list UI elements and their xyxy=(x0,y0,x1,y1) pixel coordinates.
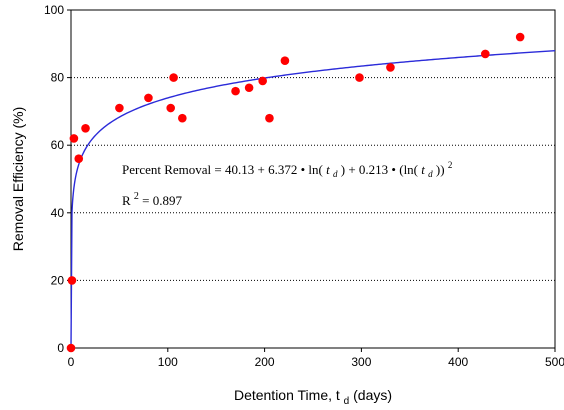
data-point xyxy=(166,103,176,113)
data-points xyxy=(66,32,525,353)
x-tick-label: 500 xyxy=(545,355,564,369)
data-point xyxy=(244,83,254,93)
r-squared-sup: 2 xyxy=(134,191,139,202)
data-point xyxy=(67,276,77,285)
equation-annotation: Percent Removal = 40.13 + 6.372 • ln( t … xyxy=(122,160,452,180)
x-tick-label: 0 xyxy=(68,355,75,369)
data-point xyxy=(169,73,178,82)
data-point xyxy=(265,113,274,123)
equation-close-2: )) xyxy=(436,162,445,177)
equation-prefix: Percent Removal = 40.13 + 6.372 xyxy=(122,162,297,177)
r-squared-annotation: R 2 = 0.897 xyxy=(122,187,183,208)
x-axis-ticks: 0 100 200 300 400 500 xyxy=(68,348,564,369)
y-tick-label: 60 xyxy=(51,138,65,152)
x-axis-label-unit: (days) xyxy=(353,387,392,403)
y-tick-label: 20 xyxy=(51,273,65,287)
y-tick-label: 80 xyxy=(51,71,65,85)
data-point xyxy=(231,86,240,96)
data-point xyxy=(178,113,187,123)
fit-curve xyxy=(70,50,556,349)
x-tick-label: 100 xyxy=(158,355,178,369)
data-point xyxy=(258,76,267,86)
equation-d-2: d xyxy=(428,169,433,179)
data-point xyxy=(515,32,525,42)
plot-area-frame xyxy=(70,9,556,349)
equation-bullet-1: • xyxy=(301,162,306,177)
data-point xyxy=(69,134,79,143)
x-tick-label: 400 xyxy=(448,355,468,369)
equation-d-1: d xyxy=(333,169,338,179)
data-point xyxy=(74,154,84,164)
equation-paren-ln: (ln( xyxy=(399,162,418,177)
equation-plus-term: + 0.213 xyxy=(348,162,388,177)
equation-ln-1: ln( xyxy=(308,162,322,177)
x-axis-label-main: Detention Time, t xyxy=(234,387,340,403)
equation-square: 2 xyxy=(448,160,453,170)
y-tick-label: 0 xyxy=(57,341,64,355)
equation-t-1: t xyxy=(326,162,330,177)
y-axis-label: Removal Efficiency (%) xyxy=(10,107,26,251)
data-point xyxy=(280,56,290,65)
equation-close-1: ) xyxy=(341,162,345,177)
data-point xyxy=(355,73,364,82)
x-axis-label: Detention Time, t d (days) xyxy=(234,387,392,407)
equation-bullet-2: • xyxy=(391,162,396,177)
data-point xyxy=(115,103,124,113)
x-tick-label: 200 xyxy=(255,355,275,369)
y-tick-label: 100 xyxy=(44,3,64,17)
data-point xyxy=(81,124,90,133)
r-squared-base: R xyxy=(122,193,131,208)
data-point xyxy=(144,93,153,103)
grid-lines xyxy=(71,77,555,281)
y-tick-label: 40 xyxy=(51,206,65,220)
y-axis-ticks: 0 20 40 60 80 100 xyxy=(44,3,71,355)
r-squared-value: = 0.897 xyxy=(142,193,182,208)
data-point xyxy=(66,343,76,353)
equation-t-2: t xyxy=(421,162,425,177)
data-point xyxy=(386,63,395,72)
x-axis-label-sub: d xyxy=(344,396,350,407)
data-point xyxy=(481,49,490,59)
x-tick-label: 300 xyxy=(351,355,371,369)
